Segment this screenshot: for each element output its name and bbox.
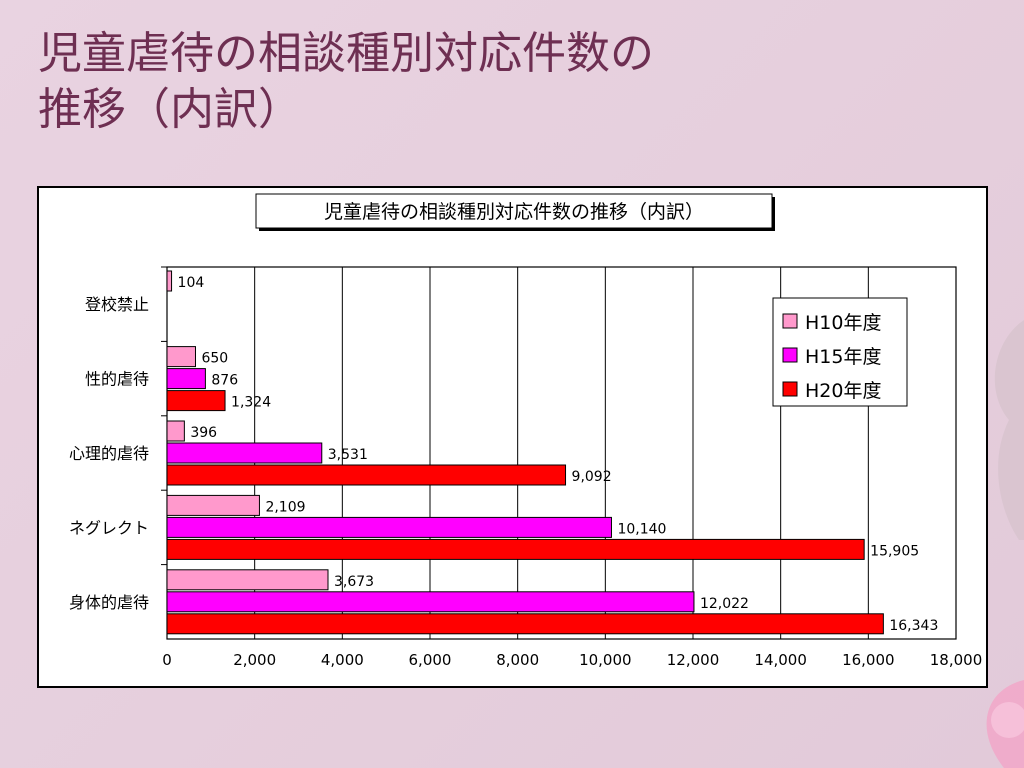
- y-category-label: 身体的虐待: [69, 593, 149, 612]
- data-label: 104: [178, 275, 205, 291]
- data-label: 16,343: [889, 618, 938, 634]
- x-tick-label: 2,000: [233, 651, 276, 669]
- data-label: 3,531: [328, 447, 368, 463]
- slide-title-line-2: 推移（内訳）: [38, 84, 302, 135]
- bar: [166, 464, 567, 486]
- bar: [166, 390, 226, 412]
- data-label: 15,905: [870, 543, 919, 559]
- chart-frame: 104 650 876 1,324 396 3,531 9,092 2,109 10,140 15…: [37, 186, 988, 688]
- legend-label: H10年度: [805, 312, 881, 334]
- y-category-label: ネグレクト: [69, 518, 149, 537]
- data-label: 10,140: [617, 521, 666, 537]
- x-tick-label: 8,000: [496, 651, 539, 669]
- x-tick-label: 16,000: [842, 651, 895, 669]
- bar: [166, 591, 695, 613]
- data-label: 12,022: [700, 596, 749, 612]
- bars-layer: [166, 270, 884, 635]
- data-label: 2,109: [265, 499, 305, 515]
- y-category-label: 登校禁止: [85, 295, 149, 314]
- data-label: 876: [211, 373, 238, 389]
- x-tick-label: 12,000: [667, 651, 720, 669]
- legend-swatch: [782, 381, 798, 397]
- x-tick-label: 14,000: [754, 651, 807, 669]
- bar: [166, 538, 865, 560]
- legend-swatch: [782, 313, 798, 329]
- decorative-flower-image: [986, 320, 1024, 768]
- x-tick-label: 0: [162, 651, 172, 669]
- data-label: 3,673: [334, 574, 374, 590]
- chart-title-box-bg: [255, 193, 773, 229]
- axis-layer: 0 2,000 4,000 6,000 8,000 10,000 12,000 14,000 1…: [69, 266, 983, 669]
- y-category-label: 性的虐待: [85, 370, 149, 389]
- x-tick-label: 18,000: [930, 651, 983, 669]
- slide-title: 児童虐待の相談種別対応件数の 推移（内訳）: [38, 26, 654, 138]
- data-label: 396: [190, 425, 217, 441]
- bar: [166, 569, 329, 591]
- bar: [166, 270, 173, 292]
- bar: [166, 516, 612, 538]
- bar-chart: 104 650 876 1,324 396 3,531 9,092 2,109 10,140 15…: [69, 193, 983, 669]
- bar: [166, 494, 260, 516]
- chart-title: 児童虐待の相談種別対応件数の推移（内訳）: [324, 201, 704, 223]
- legend-label: H20年度: [805, 380, 881, 402]
- data-label: 1,324: [231, 395, 271, 411]
- bar: [166, 420, 185, 442]
- bar: [166, 613, 884, 635]
- x-tick-label: 6,000: [409, 651, 452, 669]
- legend-label: H15年度: [805, 346, 881, 368]
- slide-title-line-1: 児童虐待の相談種別対応件数の: [38, 28, 654, 79]
- data-label: 650: [201, 351, 228, 367]
- legend: H10年度 H15年度 H20年度: [772, 297, 908, 407]
- bar: [166, 442, 323, 464]
- bar: [166, 368, 206, 390]
- x-tick-label: 10,000: [579, 651, 632, 669]
- legend-swatch: [782, 347, 798, 363]
- y-category-label: 心理的虐待: [69, 444, 149, 463]
- data-label: 9,092: [572, 469, 612, 485]
- chart-title-box: 児童虐待の相談種別対応件数の推移（内訳）: [255, 193, 775, 231]
- bar: [166, 346, 196, 368]
- labels-layer: 104 650 876 1,324 396 3,531 9,092 2,109 10,140 15…: [178, 275, 939, 634]
- x-tick-label: 4,000: [321, 651, 364, 669]
